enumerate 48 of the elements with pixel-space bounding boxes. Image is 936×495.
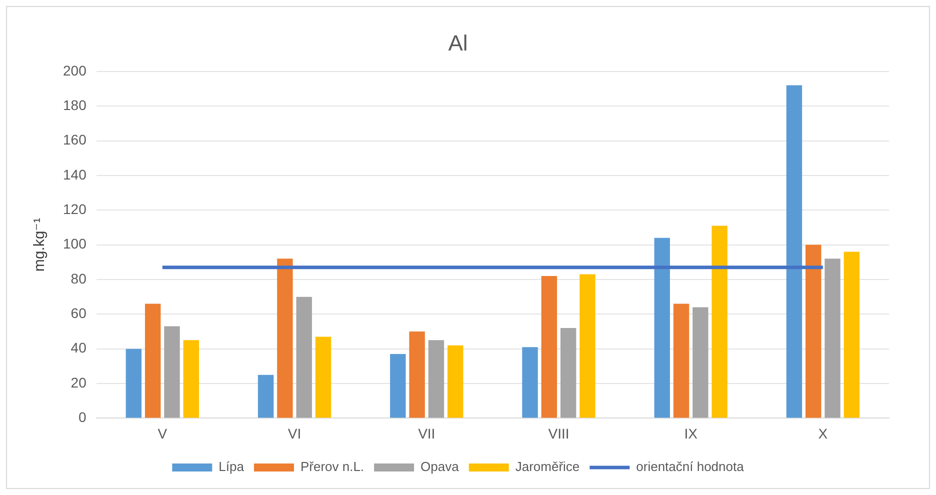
legend-label: Lípa	[218, 459, 245, 474]
x-tick-label: X	[818, 425, 828, 442]
y-tick-label: 40	[70, 340, 87, 356]
y-axis-title: mg.kg⁻¹	[31, 218, 48, 272]
bar	[296, 296, 312, 418]
bar	[126, 348, 142, 418]
bar	[522, 347, 538, 418]
y-tick-label: 120	[63, 200, 87, 217]
legend-label: Opava	[420, 459, 460, 474]
bar	[692, 307, 708, 418]
legend-label: Přerov n.L.	[300, 459, 364, 474]
bar	[673, 304, 690, 418]
legend-label: orientační hodnota	[636, 459, 745, 474]
bar	[315, 336, 332, 418]
y-tick-label: 100	[63, 236, 87, 252]
y-tick-label: 0	[78, 409, 87, 426]
bar	[580, 274, 596, 418]
y-tick-label: 80	[70, 270, 87, 286]
bar	[654, 238, 670, 418]
bar	[428, 340, 444, 418]
bar	[806, 244, 822, 418]
bar	[390, 354, 406, 418]
bar	[183, 340, 199, 418]
bar	[712, 226, 728, 418]
bar	[144, 304, 161, 418]
chart-title: Al	[448, 30, 468, 56]
bar	[824, 258, 840, 418]
y-tick-label: 140	[63, 166, 87, 182]
legend-label: Jaroměřice	[515, 459, 580, 474]
x-tick-label: VIII	[548, 425, 570, 442]
y-tick-label: 180	[63, 96, 87, 113]
y-tick-label: 60	[70, 305, 87, 322]
x-tick-label: V	[158, 425, 168, 442]
x-tick-label: VII	[418, 425, 436, 442]
bar	[277, 258, 293, 418]
bar	[844, 252, 860, 418]
bar	[448, 345, 464, 418]
bar	[560, 328, 576, 418]
bar	[258, 374, 274, 418]
bar	[164, 326, 180, 418]
x-tick-label: IX	[684, 425, 698, 442]
bar	[409, 332, 425, 418]
y-tick-label: 20	[70, 374, 87, 390]
y-tick-label: 160	[63, 132, 87, 148]
x-tick-label: VI	[288, 425, 302, 442]
bar	[541, 276, 558, 418]
y-tick-label: 200	[63, 62, 87, 78]
bar	[786, 85, 802, 418]
